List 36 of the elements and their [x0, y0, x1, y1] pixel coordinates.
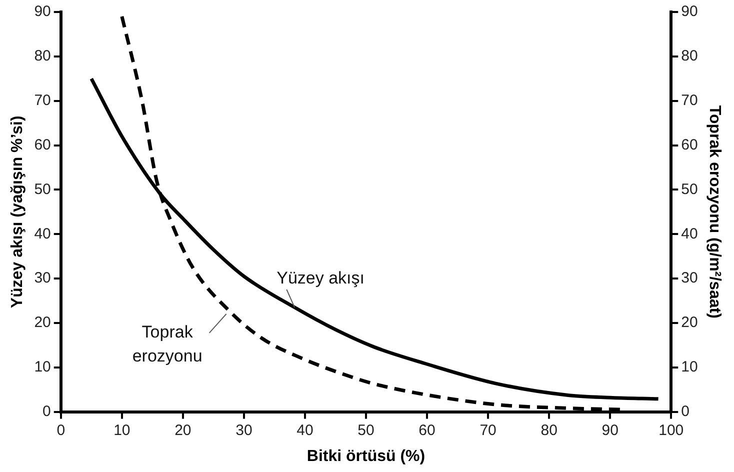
y-tick-label: 70: [34, 92, 51, 109]
y2-tick-label: 90: [681, 3, 698, 20]
x-tick-label: 60: [418, 422, 436, 439]
y-tick-label: 30: [34, 270, 51, 287]
y-tick-label: 90: [34, 3, 51, 20]
y2-tick-label: 50: [681, 180, 698, 198]
x-tick-label: 50: [358, 422, 374, 439]
x-tick-label: 100: [658, 422, 684, 439]
y2-tick-label: 0: [681, 402, 690, 420]
x-tick-label: 0: [56, 422, 66, 439]
x-tick-label: 80: [540, 422, 558, 439]
y-axis-title: Yüzey akışı (yağışın %’si): [9, 116, 26, 308]
y-tick-label: 50: [34, 180, 51, 198]
y-tick-label: 0: [42, 402, 51, 420]
series-label: Yüzey akışı: [276, 268, 364, 288]
y2-tick-label: 80: [681, 48, 698, 65]
y-tick-label: 40: [34, 225, 51, 242]
x-tick-label: 40: [296, 422, 314, 439]
y2-axis-title: Toprak erozyonu (g/m²/saat): [706, 105, 723, 318]
y-tick-label: 10: [34, 358, 51, 376]
y2-tick-label: 30: [681, 270, 698, 287]
y-tick-label: 20: [34, 314, 51, 332]
x-tick-label: 30: [236, 422, 252, 439]
x-tick-label: 10: [114, 422, 130, 439]
y2-tick-label: 60: [681, 136, 698, 154]
x-tick-label: 20: [174, 422, 192, 439]
y2-tick-label: 70: [681, 92, 698, 109]
series-label: Toprak erozyonu: [132, 322, 202, 366]
y2-tick-label: 20: [681, 314, 698, 332]
x-tick-label: 90: [602, 422, 618, 439]
y2-tick-label: 10: [681, 358, 698, 376]
y-tick-label: 80: [34, 48, 51, 65]
x-axis-title: Bitki örtüsü (%): [306, 448, 426, 465]
y-tick-label: 60: [34, 136, 51, 154]
y2-tick-label: 40: [681, 225, 698, 242]
x-tick-label: 70: [480, 422, 496, 439]
